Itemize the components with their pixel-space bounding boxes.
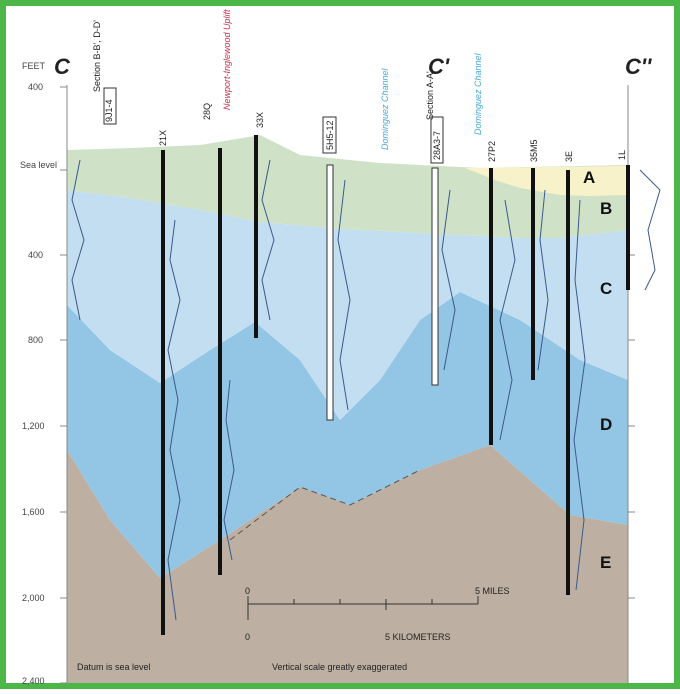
depth-label: 2,400 bbox=[22, 676, 45, 686]
well-label: 1L bbox=[617, 150, 627, 160]
depth-label: 800 bbox=[28, 335, 43, 345]
well-label: 33X bbox=[255, 112, 265, 128]
footer-note: Vertical scale greatly exaggerated bbox=[272, 662, 407, 672]
scale-miles: 5 MILES bbox=[475, 586, 510, 596]
section-label: Section B-B', D-D' bbox=[92, 20, 102, 92]
well-label: 35M5 bbox=[529, 139, 539, 162]
depth-label: 2,000 bbox=[22, 593, 45, 603]
unit-label: D bbox=[600, 415, 612, 434]
unit-label: B bbox=[600, 199, 612, 218]
unit-label: A bbox=[583, 168, 595, 187]
well-label: 3E bbox=[564, 151, 574, 162]
channel-label: Dominguez Channel bbox=[473, 52, 483, 135]
well-label: 9J1-4 bbox=[104, 99, 114, 122]
channel-label: Dominguez Channel bbox=[380, 67, 390, 150]
well-label: 27P2 bbox=[487, 141, 497, 162]
scale-zero: 0 bbox=[245, 632, 250, 642]
section-letter: C bbox=[54, 54, 71, 79]
cross-section: FEET 400 Sea level 400 800 1,200 1,600 2… bbox=[0, 0, 680, 689]
depth-label: 1,200 bbox=[22, 421, 45, 431]
well-label: 28A3-7 bbox=[432, 131, 442, 160]
depth-label: 400 bbox=[28, 82, 43, 92]
well bbox=[432, 168, 438, 385]
depth-label: 400 bbox=[28, 250, 43, 260]
well-label: 5H5-12 bbox=[325, 120, 335, 150]
unit-label: E bbox=[600, 553, 611, 572]
section-letter: C'' bbox=[625, 54, 652, 79]
scale-zero: 0 bbox=[245, 586, 250, 596]
well-label: 28Q bbox=[202, 103, 212, 120]
feet-label: FEET bbox=[22, 61, 46, 71]
section-label: Section A-A' bbox=[425, 71, 435, 120]
unit-label: C bbox=[600, 279, 612, 298]
uplift-label: Newport-Inglewood Uplift bbox=[222, 9, 232, 110]
well-label: 21X bbox=[158, 130, 168, 146]
scale-km: 5 KILOMETERS bbox=[385, 632, 451, 642]
footer-note: Datum is sea level bbox=[77, 662, 151, 672]
depth-label: Sea level bbox=[20, 160, 57, 170]
well bbox=[327, 165, 333, 420]
depth-label: 1,600 bbox=[22, 507, 45, 517]
